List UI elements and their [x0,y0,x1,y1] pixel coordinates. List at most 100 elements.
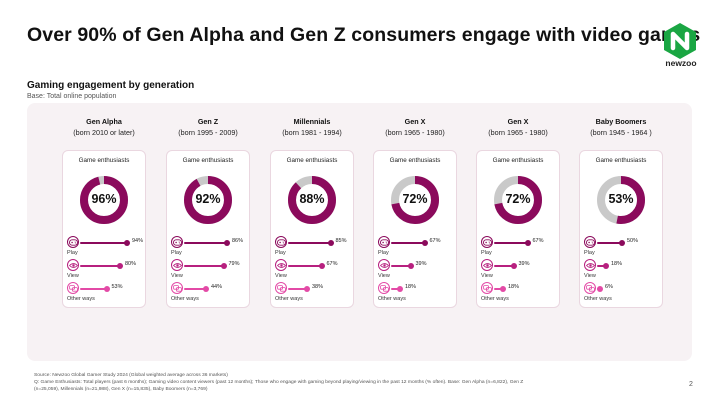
generation-header: Gen Alpha (born 2010 or later) [54,117,154,137]
donut-percent-label: 72% [505,192,531,206]
generation-name: Gen X [404,117,426,126]
eye-icon [67,259,79,271]
enthusiasts-donut [288,176,336,224]
generation-birth-years: (born 1995 - 2009) [178,128,238,137]
metric-bar-end [203,285,209,292]
newzoo-logo-icon [660,22,700,68]
eye-icon [378,259,390,271]
generation-name: Gen X [507,117,529,126]
metric-value: 94% [132,238,144,244]
eye-icon [275,259,287,271]
gamepad-icon [67,236,79,248]
eye-icon [584,259,596,271]
metric-view: 39% View [481,259,561,281]
metric-view: 79% View [171,259,251,281]
metric-other: 6% Other ways [584,282,664,304]
metric-label: Play [481,250,492,256]
metric-bar-end [407,262,414,269]
metric-view: 67% View [275,259,355,281]
metric-view: 18% View [584,259,664,281]
metric-other: 38% Other ways [275,282,355,304]
metric-bar-end [603,262,609,269]
metric-value: 86% [232,238,244,244]
gamepad-icon [275,236,287,248]
generation-birth-years: (born 1981 - 1994) [282,128,342,137]
metric-label: Play [67,250,78,256]
metric-bar-end [510,262,517,269]
metric-value: 18% [508,284,520,290]
generation-header: Gen X (born 1965 - 1980) [365,117,465,137]
metric-value: 80% [125,261,137,267]
generation-birth-years: (born 2010 or later) [73,128,135,137]
chat-icon [378,282,390,294]
generation-name: Baby Boomers [595,117,647,126]
metric-label: View [171,273,183,279]
metric-value: 39% [415,261,427,267]
metric-bar [494,287,503,290]
metric-value: 38% [312,284,324,290]
metric-label: View [67,273,79,279]
metric-bar-end [318,262,325,269]
metric-value: 50% [627,238,639,244]
metric-value: 18% [405,284,417,290]
metric-bar-end [220,262,227,269]
donut-percent-label: 96% [91,192,117,206]
metric-other: 18% Other ways [378,282,458,304]
metric-view: 39% View [378,259,458,281]
slide-title: Over 90% of Gen Alpha and Gen Z consumer… [27,24,701,46]
generation-name: Millennials [293,117,331,126]
card-title: Game enthusiasts [492,157,544,164]
footer-question: Q: Game Enthusiasts: Total players (past… [34,380,524,385]
metric-other: 18% Other ways [481,282,561,304]
metric-bar [184,264,224,267]
metric-bar [391,241,425,244]
metric-bar [184,241,227,244]
chat-icon [584,282,596,294]
metric-value: 39% [518,261,530,267]
card-title: Game enthusiasts [595,157,647,164]
chat-icon [67,282,79,294]
metric-bar-end [597,285,603,292]
metric-play: 94% Play [67,236,147,258]
metric-play: 85% Play [275,236,355,258]
donut-percent-label: 53% [608,192,634,206]
metric-other: 53% Other ways [67,282,147,304]
metric-value: 67% [326,261,338,267]
metric-bar-end [103,285,110,292]
metric-label: Play [378,250,389,256]
metric-value: 85% [335,238,347,244]
metric-bar [80,241,127,244]
card-title: Game enthusiasts [389,157,441,164]
donut-value-arc [288,176,336,224]
enthusiasts-donut [597,176,645,224]
gamepad-icon [378,236,390,248]
logo-wordmark: newzoo [665,58,697,68]
chat-icon [275,282,287,294]
metric-label: Other ways [584,296,612,302]
generation-birth-years: (born 1965 - 1980) [385,128,445,137]
metric-label: View [378,273,390,279]
card-title: Game enthusiasts [286,157,338,164]
metric-bar [597,241,622,244]
generation-name: Gen Z [197,117,219,126]
metric-bar [597,264,606,267]
metric-value: 44% [211,284,223,290]
metric-value: 79% [228,261,240,267]
donut-value-arc [184,176,232,224]
enthusiasts-donut [391,176,439,224]
metric-bar-end [117,262,123,269]
gamepad-icon [171,236,183,248]
donut-percent-label: 72% [402,192,428,206]
metric-play: 67% Play [378,236,458,258]
metric-bar-end [304,285,310,292]
metric-view: 80% View [67,259,147,281]
page-number: 2 [689,381,693,388]
metric-bar [288,241,331,244]
metric-bar-end [224,239,230,246]
donut-percent-label: 88% [299,192,325,206]
generation-header: Gen Z (born 1995 - 2009) [158,117,258,137]
generation-card: Game enthusiasts 96% [62,150,146,308]
generation-card: Game enthusiasts 72% [476,150,560,308]
eye-icon [171,259,183,271]
metric-play: 86% Play [171,236,251,258]
